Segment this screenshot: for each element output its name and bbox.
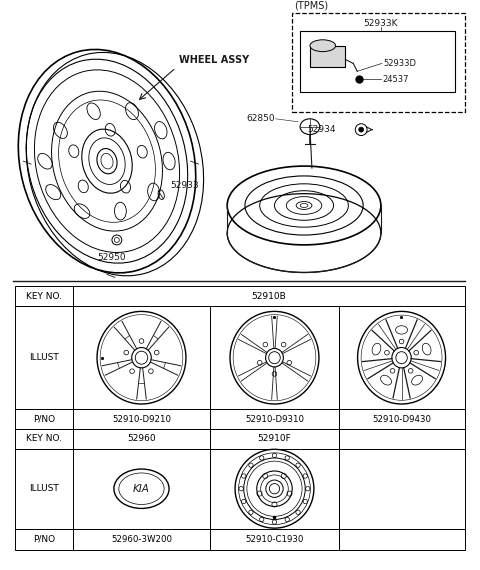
Text: 52933D: 52933D [384, 59, 417, 68]
Bar [15, 449, 72, 528]
Text: 52950: 52950 [97, 253, 126, 262]
Bar [338, 528, 465, 550]
Text: 52910F: 52910F [258, 434, 291, 443]
Text: 52910B: 52910B [251, 292, 286, 300]
Bar [72, 429, 210, 449]
Text: 52934: 52934 [307, 125, 336, 134]
Text: 24537: 24537 [383, 75, 409, 84]
Bar [310, 46, 346, 67]
Bar [338, 306, 465, 409]
Bar [15, 409, 72, 429]
Bar [338, 429, 465, 449]
Text: ILLUST: ILLUST [29, 353, 59, 362]
Text: 52960: 52960 [127, 434, 156, 443]
Text: 62850: 62850 [247, 115, 276, 123]
Text: 52910-D9310: 52910-D9310 [245, 415, 304, 424]
Bar [15, 528, 72, 550]
Text: 52933K: 52933K [364, 19, 398, 28]
Bar [72, 528, 210, 550]
Text: 52960-3W200: 52960-3W200 [111, 535, 172, 544]
Bar [72, 306, 210, 409]
Bar [15, 306, 72, 409]
Bar [72, 409, 210, 429]
Bar [72, 286, 465, 306]
Bar [210, 528, 338, 550]
Text: KEY NO.: KEY NO. [26, 292, 62, 300]
Bar [15, 429, 72, 449]
Bar [15, 286, 72, 306]
Bar [210, 306, 338, 409]
Bar [72, 449, 210, 528]
Bar [300, 31, 455, 92]
Text: 52910-D9210: 52910-D9210 [112, 415, 171, 424]
Text: 52910-C1930: 52910-C1930 [245, 535, 304, 544]
Text: P/NO: P/NO [33, 415, 55, 424]
Bar [210, 429, 338, 449]
Bar [338, 409, 465, 429]
Text: 52933: 52933 [170, 181, 199, 190]
Bar [338, 449, 465, 528]
Text: ILLUST: ILLUST [29, 484, 59, 493]
Circle shape [359, 127, 364, 132]
Text: WHEEL ASSY: WHEEL ASSY [179, 55, 249, 64]
Text: KEY NO.: KEY NO. [26, 434, 62, 443]
Bar [210, 449, 338, 528]
Bar [210, 409, 338, 429]
Text: P/NO: P/NO [33, 535, 55, 544]
Text: (TPMS): (TPMS) [294, 1, 328, 10]
Text: 52910-D9430: 52910-D9430 [372, 415, 431, 424]
Text: KIA: KIA [133, 484, 150, 494]
Bar [292, 13, 465, 112]
Ellipse shape [310, 40, 336, 52]
